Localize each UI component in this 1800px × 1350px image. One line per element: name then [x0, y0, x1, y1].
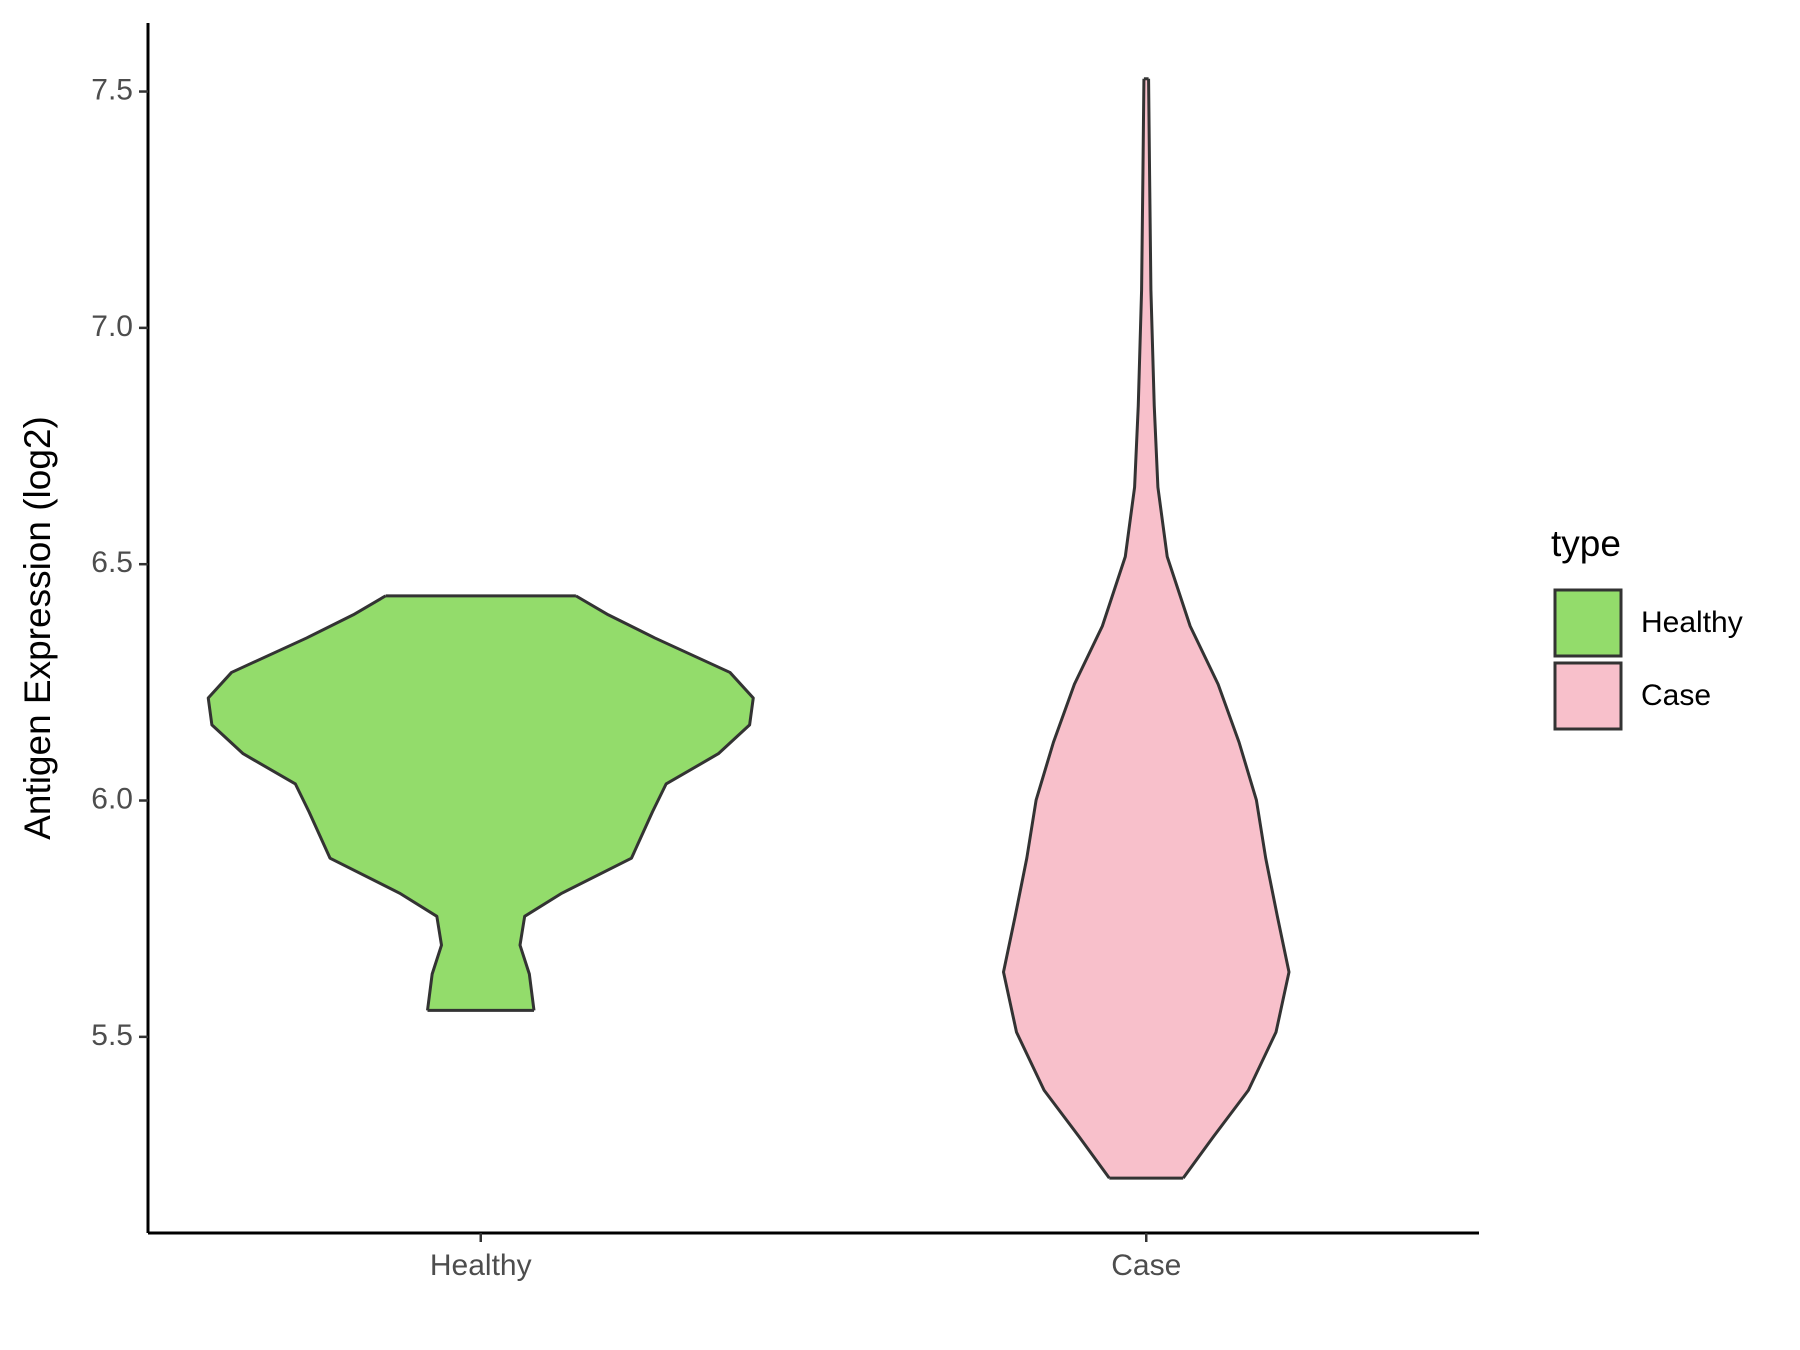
violin-left-outline	[206, 594, 443, 1011]
legend-label: Case	[1641, 679, 1711, 712]
x-tick-label: Case	[1111, 1249, 1181, 1282]
legend-key	[1553, 661, 1623, 731]
violin-right-outline	[1147, 78, 1291, 1180]
y-tick-label: 6.0	[91, 782, 133, 815]
y-tick-label: 5.5	[91, 1019, 133, 1052]
y-tick-label: 7.0	[91, 310, 133, 343]
x-tick-label: Healthy	[430, 1249, 532, 1282]
y-axis-title: Antigen Expression (log2)	[17, 416, 58, 840]
violin-right-outline	[518, 594, 755, 1011]
legend-label: Healthy	[1641, 606, 1743, 639]
violin-left-outline	[1002, 78, 1146, 1180]
legend-title: type	[1551, 523, 1621, 564]
violin-body	[1003, 78, 1289, 1179]
y-tick-label: 7.5	[91, 73, 133, 106]
y-tick-label: 6.5	[91, 546, 133, 579]
violin-body	[208, 595, 754, 1011]
legend-key	[1553, 588, 1623, 658]
